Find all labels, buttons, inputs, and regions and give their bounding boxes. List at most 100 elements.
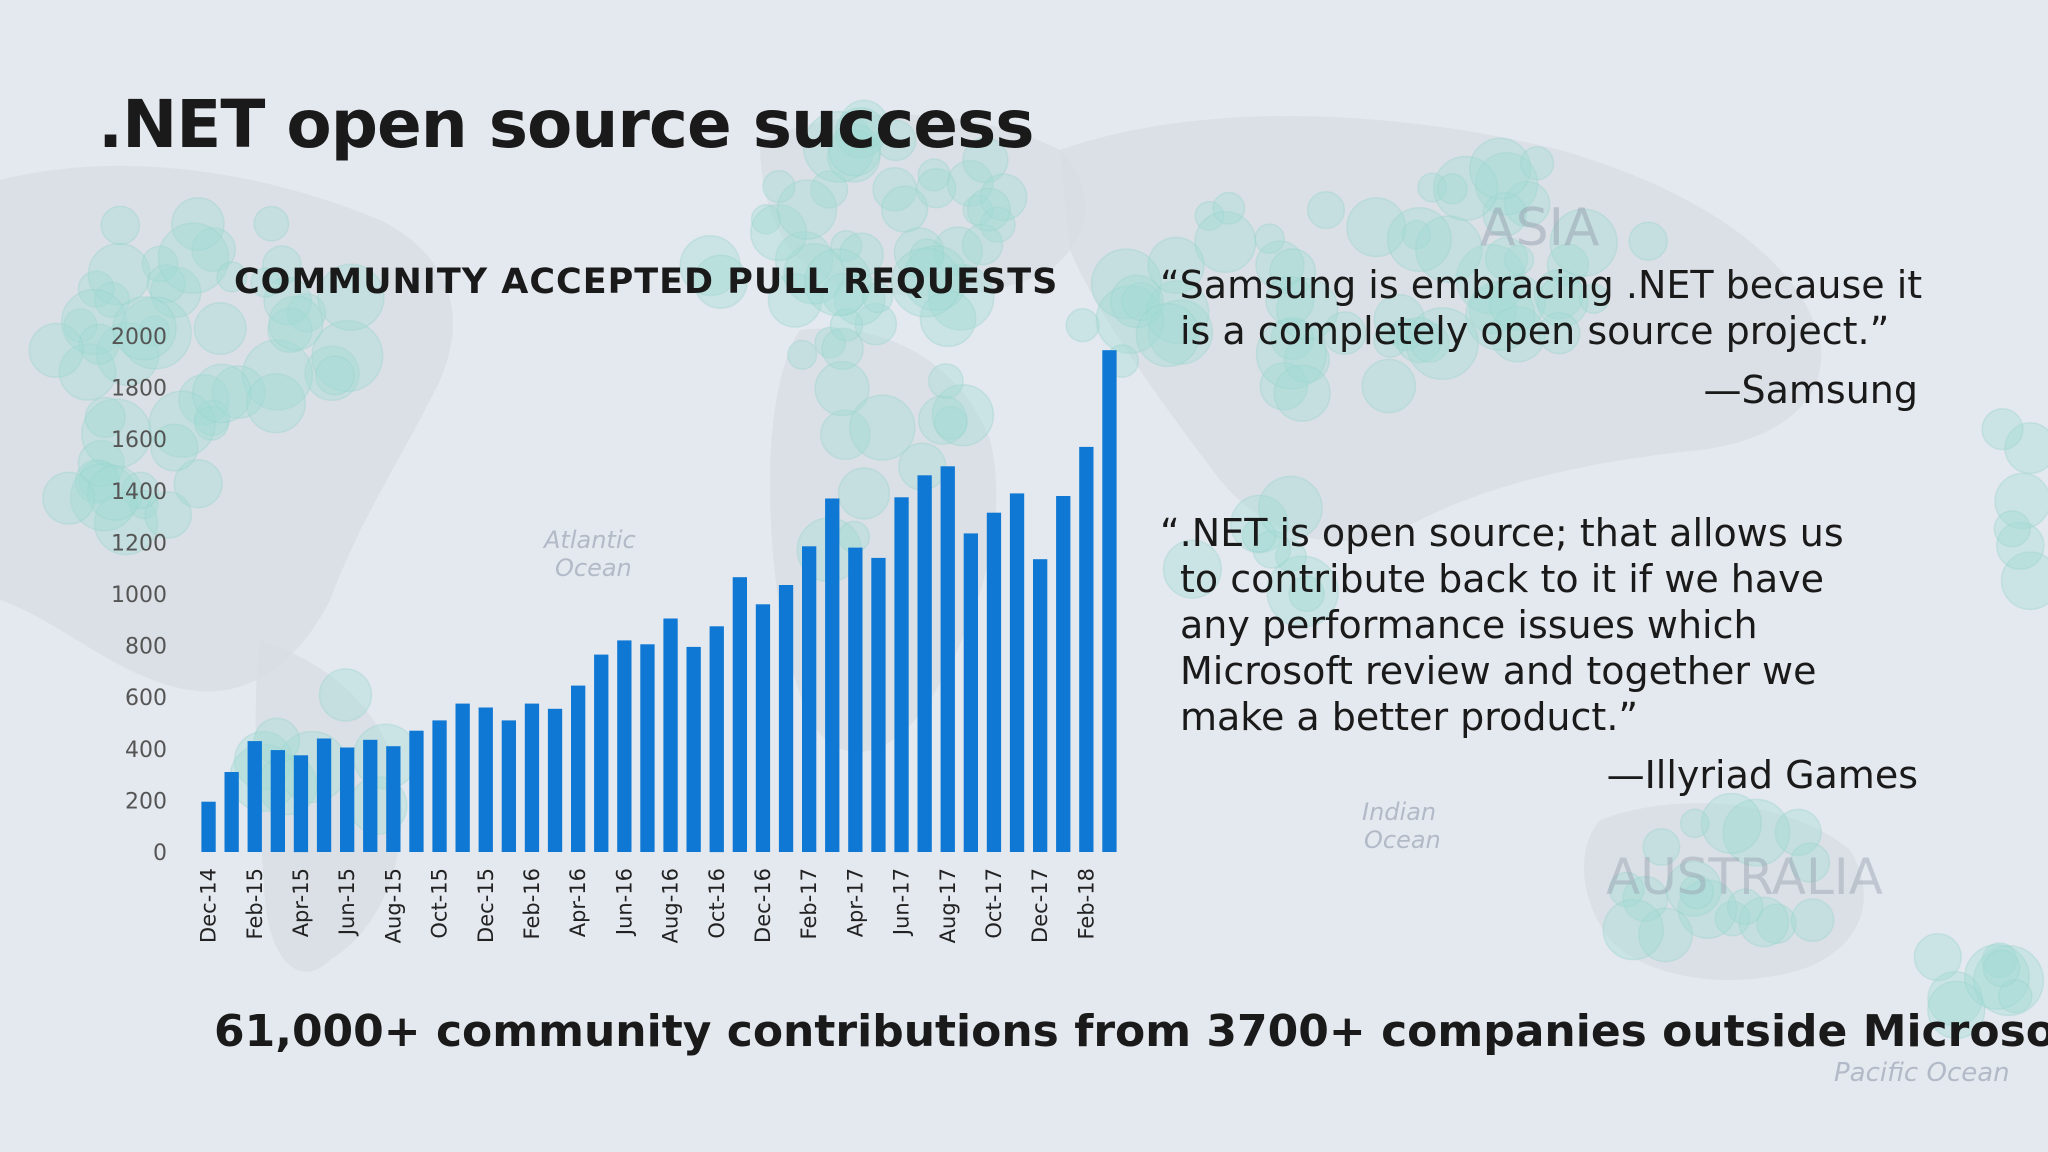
map-bubble [821,327,864,371]
map-bubble [141,245,179,283]
map-bubble [1433,155,1499,222]
map-bubble [1622,875,1669,922]
bar-Mar-18 [1102,350,1117,852]
map-bubble [81,398,152,469]
map-bubble [150,423,199,472]
map-bubble [767,273,823,328]
map-bubble [86,465,143,521]
map-bubble [191,227,237,273]
map-bubble [1194,210,1257,274]
map-bubble [927,263,995,331]
bar-Dec-17 [1033,559,1048,852]
map-bubble [979,206,1016,243]
map-bubble [1269,248,1317,296]
map-bubble [839,232,884,278]
map-bubble [1488,274,1546,332]
map-bubble [1474,152,1539,216]
chart-title: COMMUNITY ACCEPTED PULL REQUESTS [234,262,1059,302]
map-bubble [1288,575,1325,613]
map-bubble [1964,944,2030,1010]
map-bubble [170,197,225,251]
map-bubble [1679,874,1715,910]
y-tick-label: 800 [125,635,167,660]
bar-Dec-14 [201,801,216,852]
map-bubble [839,99,889,149]
map-bubble [961,223,1004,266]
x-tick-label: Aug-15 [381,868,405,943]
map-bubble [63,308,98,343]
map-bubble [834,106,887,159]
map-bubble [1306,190,1346,230]
map-bubble [833,273,886,326]
map-bubble [1455,243,1527,315]
map-bubble [979,173,1028,222]
map-bubble [157,222,230,294]
map-bubble [60,288,128,356]
map-bubble [178,373,230,426]
map-bubble [1395,316,1443,364]
map-bubble [95,322,160,386]
x-tick-label: Dec-14 [197,868,221,943]
x-tick-label: Oct-15 [428,868,452,939]
map-bubble [909,238,945,274]
map-bubble [286,292,327,333]
bar-Feb-16 [524,703,540,852]
map-bubble [1628,221,1668,261]
map-bubble [1276,278,1339,341]
map-bubble [1259,361,1309,411]
map-bubble [933,405,968,440]
map-bubble [1436,173,1468,205]
x-tick-label: Feb-17 [797,868,821,939]
quote-illyriad-line-4: Microsoft review and together we [1180,649,1817,693]
map-label-indian: Indian [1362,798,1437,826]
y-tick-label: 1000 [111,583,167,608]
map-bubble [1913,932,1962,982]
map-bubble [1790,898,1835,943]
map-bubble [1927,980,1986,1040]
bar-Jan-15 [224,772,239,852]
x-tick-label: Oct-16 [705,868,729,939]
map-bubble [1361,358,1417,414]
x-tick-label: Aug-17 [936,868,960,943]
map-bubble [318,668,373,722]
map-bubble [1090,248,1162,320]
map-bubble [830,229,863,263]
map-bubble [2004,422,2048,475]
map-bubble [1484,237,1529,281]
map-bubble [931,383,995,447]
map-bubble [77,439,125,488]
map-bubble [837,467,891,520]
map-bubble [1465,280,1536,351]
map-bubble [245,373,307,434]
map-bubble [194,399,231,437]
map-bubble [1147,299,1214,365]
quote-illyriad-line-3: any performance issues which [1180,603,1758,647]
x-tick-label: Apr-16 [566,868,590,937]
y-tick-label: 1200 [111,531,167,556]
map-bubble [1212,191,1246,225]
map-bubble [1578,283,1610,315]
map-bubble [267,307,313,353]
quote-samsung: “Samsung is embracing .NET because it is… [1160,262,1922,354]
map-bubble [138,315,171,347]
map-bubble [821,272,866,317]
map-bubble [250,267,281,298]
y-tick-label: 2000 [111,325,167,350]
bar-Feb-15 [247,741,262,852]
map-bubble [1538,311,1581,355]
x-tick-label: Oct-17 [982,868,1006,939]
map-bubble [1095,285,1165,354]
map-bubble [1489,306,1546,363]
map-bubble [2000,551,2048,611]
map-label-australia: AUSTRALIA [1606,848,1883,906]
map-bubble [304,345,360,402]
map-bubble [93,281,131,319]
bar-Sep-15 [409,730,424,852]
map-bubble [809,170,849,209]
map-bubble [946,159,994,207]
map-bubble [1386,206,1452,273]
footer-statistic: 61,000+ community contributions from 370… [214,1006,2048,1057]
map-bubble [69,463,139,532]
bar-Aug-16 [663,618,678,852]
map-bubble [826,128,881,183]
